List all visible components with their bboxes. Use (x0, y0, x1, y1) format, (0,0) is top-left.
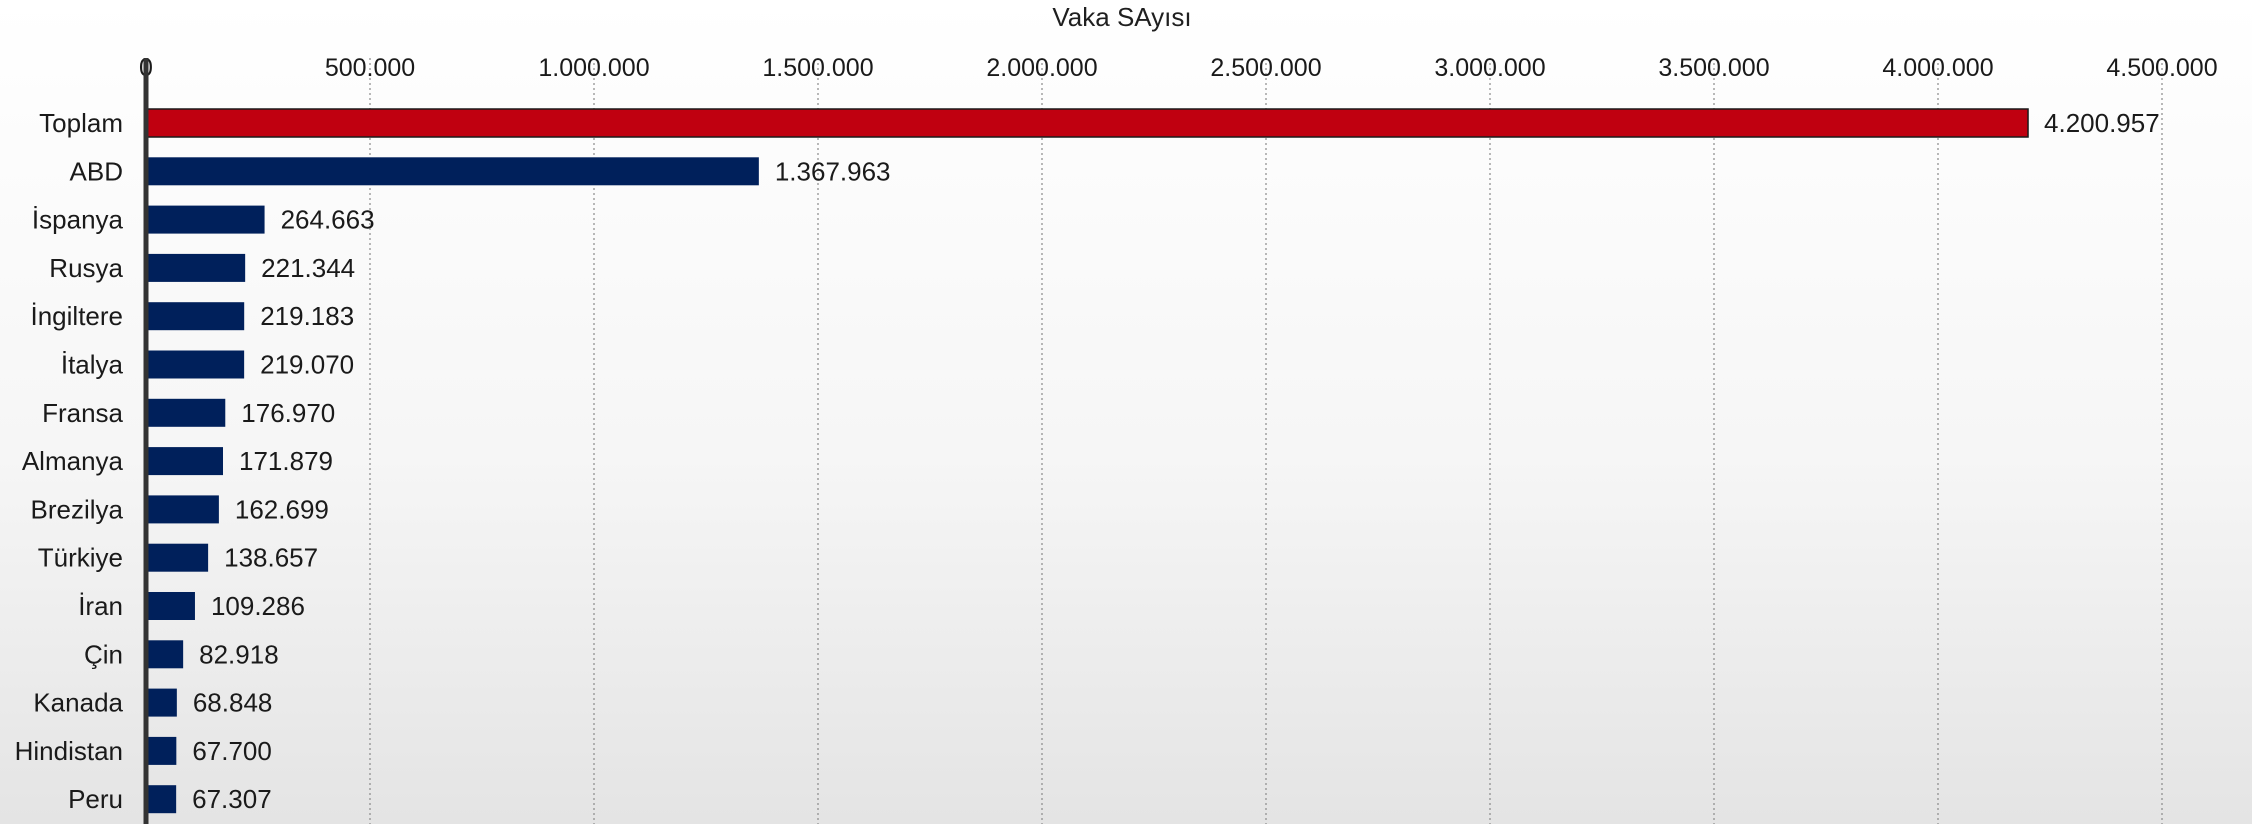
data-label: 176.970 (241, 398, 335, 428)
bar (146, 447, 224, 476)
x-tick-label: 500.000 (325, 54, 415, 82)
bar (146, 543, 209, 572)
bar (146, 350, 245, 379)
category-label: İtalya (61, 350, 124, 380)
data-label: 109.286 (211, 591, 305, 621)
bar (146, 640, 184, 669)
category-label: İngiltere (31, 301, 124, 331)
x-tick-label: 4.000.000 (1882, 54, 1993, 82)
category-label: Rusya (49, 253, 123, 283)
bar (146, 157, 759, 186)
data-label: 82.918 (199, 639, 279, 669)
data-label: 67.307 (192, 784, 272, 814)
category-label: Çin (84, 639, 123, 669)
category-label: Peru (68, 784, 123, 814)
bar (146, 205, 265, 234)
data-label: 67.700 (192, 736, 272, 766)
data-label: 219.070 (260, 350, 354, 380)
category-labels: Toplam ABD İspanya Rusya İngiltere İtalya Fran… (15, 108, 124, 814)
bar (146, 253, 246, 282)
category-label: ABD (70, 156, 123, 186)
bar (145, 108, 2029, 138)
x-axis-ticks: 0500.0001.000.0001.500.0002.000.0002.500… (139, 54, 2218, 82)
data-label: 219.183 (260, 301, 354, 331)
bar (146, 785, 177, 814)
data-label: 162.699 (235, 494, 329, 524)
category-label: Toplam (39, 108, 123, 138)
category-label: Brezilya (31, 494, 124, 524)
data-label: 1.367.963 (775, 156, 891, 186)
category-label: Türkiye (38, 543, 123, 573)
value-labels: 4.200.957 1.367.963 264.663 221.344 219.183 2… (192, 108, 2160, 814)
x-tick-label: 4.500.000 (2106, 54, 2217, 82)
category-label: Almanya (22, 446, 124, 476)
category-label: Fransa (42, 398, 123, 428)
x-tick-label: 2.000.000 (986, 54, 1097, 82)
x-tick-label: 1.000.000 (538, 54, 649, 82)
bar (146, 495, 219, 524)
x-tick-label: 2.500.000 (1210, 54, 1321, 82)
bar (146, 592, 195, 620)
category-label: Hindistan (15, 736, 123, 766)
category-label: İspanya (32, 205, 124, 235)
bars (145, 108, 2029, 814)
data-label: 171.879 (239, 446, 333, 476)
data-label: 4.200.957 (2044, 108, 2160, 138)
data-label: 68.848 (193, 688, 273, 718)
bar (146, 688, 177, 717)
chart-title: Vaka SAyısı (1052, 2, 1191, 32)
bar (146, 736, 177, 765)
data-label: 221.344 (261, 253, 355, 283)
x-tick-label: 3.500.000 (1658, 54, 1769, 82)
bar (146, 398, 226, 427)
category-label: Kanada (33, 688, 123, 718)
category-label: İran (78, 591, 123, 621)
data-label: 264.663 (281, 205, 375, 235)
x-tick-label: 1.500.000 (762, 54, 873, 82)
bar (146, 302, 245, 331)
x-tick-label: 3.000.000 (1434, 54, 1545, 82)
data-label: 138.657 (224, 543, 318, 573)
